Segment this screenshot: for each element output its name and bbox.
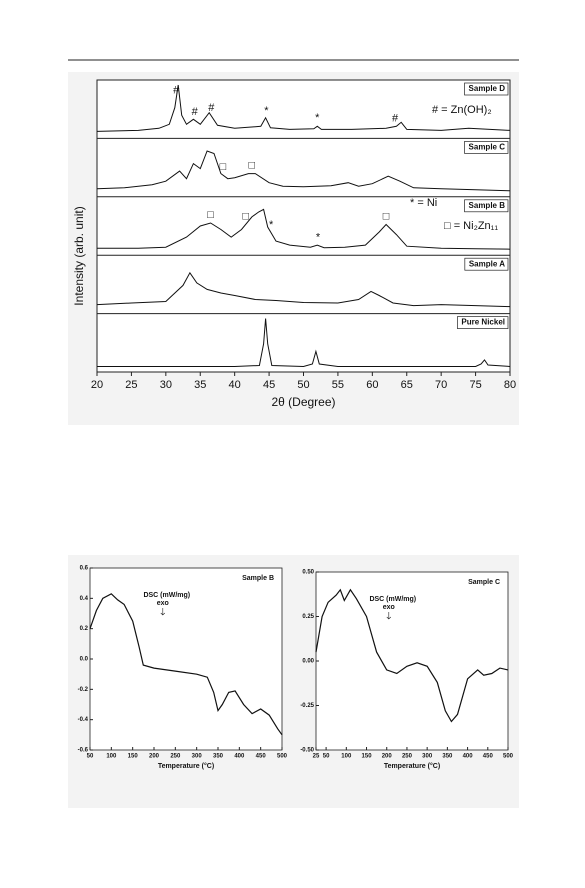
panel-label: Sample A (469, 259, 505, 268)
y-tick-label: -0.4 (78, 717, 89, 723)
exo-arrow (160, 608, 166, 616)
x-tick-label: 55 (332, 379, 344, 391)
annotation: exo (157, 600, 169, 607)
panel-label: Sample D (469, 84, 506, 93)
x-tick-label: 60 (366, 379, 378, 391)
peak-marker: □ (383, 210, 390, 222)
panel-label: Sample B (469, 201, 506, 210)
x-tick-label: 30 (160, 379, 172, 391)
spectrum-line (96, 84, 511, 132)
x-tick-label: 50 (87, 754, 94, 760)
x-tick-label: 50 (323, 754, 330, 760)
x-tick-label: 75 (469, 379, 481, 391)
annotation: exo (383, 604, 395, 611)
x-tick-label: 500 (277, 754, 288, 760)
y-tick-label: 0.6 (80, 566, 89, 572)
x-tick-label: 150 (362, 754, 373, 760)
exo-arrow (386, 612, 392, 620)
x-axis-title: 2θ (Degree) (271, 395, 335, 409)
y-tick-label: -0.6 (78, 748, 89, 754)
y-axis-title: Intensity (arb. unit) (72, 206, 86, 305)
x-tick-label: 350 (442, 754, 453, 760)
panel-label-box (464, 141, 509, 154)
chart-title: Sample B (242, 575, 274, 582)
y-tick-label: 0.0 (80, 657, 89, 663)
legend-entry: # = Zn(OH)₂ (432, 104, 492, 116)
peak-marker: □ (242, 210, 249, 222)
x-tick-label: 20 (91, 379, 103, 391)
y-tick-label: 0.2 (80, 626, 89, 632)
peak-marker: □ (249, 160, 256, 172)
y-tick-label: 0.4 (80, 596, 89, 602)
x-axis-title: Temperature (°C) (384, 762, 440, 770)
panel-label: Pure Nickel (461, 318, 505, 327)
peak-marker: # (392, 113, 399, 125)
x-tick-label: 100 (106, 754, 117, 760)
peak-marker: * (316, 231, 321, 243)
x-tick-label: 400 (234, 754, 245, 760)
spectrum-line (96, 150, 511, 192)
x-tick-label: 450 (256, 754, 267, 760)
y-tick-label: 0.25 (302, 614, 314, 620)
x-tick-label: 50 (297, 379, 309, 391)
x-tick-label: 350 (213, 754, 224, 760)
panel-label-box (457, 316, 509, 329)
panel-label-box (464, 257, 509, 271)
peak-marker: * (315, 112, 320, 124)
x-tick-label: 250 (402, 754, 413, 760)
x-tick-label: 35 (194, 379, 206, 391)
panel-label: Sample C (469, 143, 506, 152)
annotation: DSC (mW/mg) (369, 596, 416, 603)
x-tick-label: 25 (125, 379, 137, 391)
plot-frame (315, 571, 509, 751)
x-tick-label: 80 (504, 379, 516, 391)
peak-marker: □ (207, 209, 214, 221)
peak-marker: # (192, 106, 199, 118)
peak-marker: # (173, 85, 180, 97)
chart-title: Sample C (468, 579, 500, 586)
x-tick-label: 200 (382, 754, 393, 760)
y-tick-label: -0.50 (300, 748, 314, 754)
y-tick-label: -0.25 (300, 703, 314, 709)
y-tick-label: 0.50 (302, 570, 314, 576)
panel-label-box (464, 82, 509, 96)
x-tick-label: 65 (401, 379, 413, 391)
x-tick-label: 450 (483, 754, 494, 760)
legend-entry: * = Ni (410, 197, 437, 209)
x-tick-label: 45 (263, 379, 275, 391)
peak-marker: * (264, 105, 269, 117)
x-tick-label: 200 (149, 754, 160, 760)
y-tick-label: 0.00 (302, 659, 314, 665)
panel-label-box (464, 199, 509, 213)
annotation: DSC (mW/mg) (143, 592, 190, 599)
x-tick-label: 300 (422, 754, 433, 760)
x-tick-label: 40 (229, 379, 241, 391)
spectrum-line (96, 271, 511, 308)
x-tick-label: 300 (192, 754, 203, 760)
x-tick-label: 500 (503, 754, 514, 760)
y-tick-label: -0.2 (78, 687, 89, 693)
x-tick-label: 70 (435, 379, 447, 391)
peak-marker: □ (220, 161, 227, 173)
peak-marker: # (208, 102, 215, 114)
x-tick-label: 250 (170, 754, 181, 760)
x-axis-title: Temperature (°C) (158, 762, 214, 770)
dsc-curve (315, 588, 509, 723)
dsc-curve (89, 593, 283, 736)
spectrum-line (97, 318, 511, 368)
x-tick-label: 25 (313, 754, 320, 760)
x-tick-label: 100 (341, 754, 352, 760)
x-tick-label: 150 (128, 754, 139, 760)
plot-frame (89, 567, 283, 751)
x-tick-label: 400 (463, 754, 474, 760)
spectrum-line (97, 208, 511, 250)
peak-marker: * (269, 219, 274, 231)
legend-entry: □ = Ni₂Zn₁₁ (444, 220, 498, 232)
